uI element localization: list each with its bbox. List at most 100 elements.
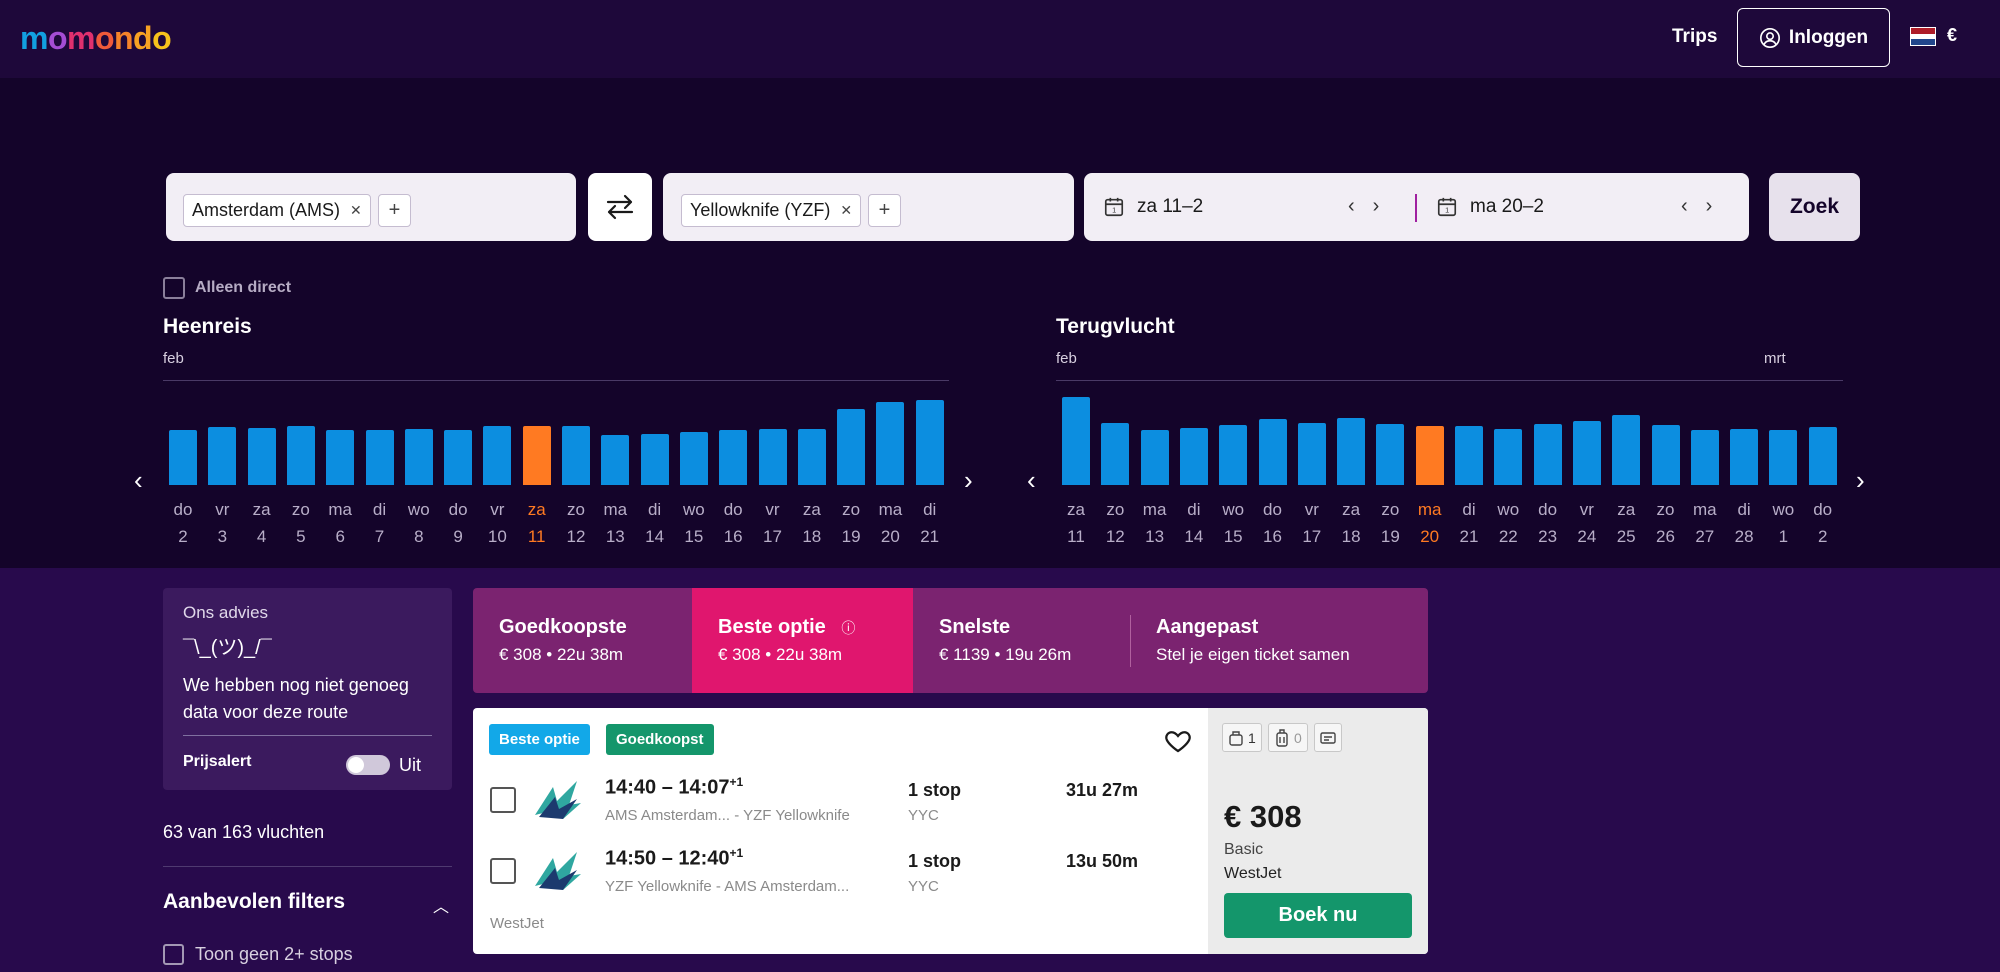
day-label[interactable]: di 21	[1449, 496, 1489, 550]
price-bar[interactable]	[1808, 427, 1837, 485]
info-icon[interactable]: ⓘ	[841, 620, 856, 636]
chevron-left-icon[interactable]: ‹	[1681, 195, 1688, 217]
outbound-next-chevron-icon[interactable]: ›	[964, 465, 973, 495]
price-bar[interactable]	[1062, 397, 1090, 485]
day-label[interactable]: wo 15	[1213, 496, 1253, 550]
price-bar[interactable]	[1258, 419, 1287, 485]
price-bar[interactable]	[404, 429, 433, 485]
price-bar[interactable]	[326, 430, 355, 485]
tab-best[interactable]: Beste optie ⓘ € 308 • 22u 38m	[692, 588, 913, 693]
flight-result-card[interactable]: Beste optie Goedkoopst 14:40 – 14:07+1 A…	[473, 708, 1428, 954]
price-bar[interactable]	[640, 434, 669, 485]
book-now-button[interactable]: Boek nu	[1224, 893, 1412, 938]
direct-only-checkbox[interactable]: Alleen direct	[163, 277, 291, 299]
day-label[interactable]: zo 12	[1095, 496, 1135, 550]
day-label[interactable]: vr 24	[1567, 496, 1607, 550]
currency-selector[interactable]: €	[1947, 25, 1958, 45]
day-label[interactable]: zo 5	[281, 496, 321, 550]
price-bar[interactable]	[1337, 418, 1366, 485]
day-label[interactable]: za 4	[242, 496, 282, 550]
select-leg-checkbox[interactable]	[490, 787, 516, 813]
day-label[interactable]: zo 19	[831, 496, 871, 550]
origin-field[interactable]: Amsterdam (AMS) ✕ +	[166, 173, 576, 241]
price-bar[interactable]	[758, 429, 787, 485]
day-label[interactable]: do 23	[1528, 496, 1568, 550]
destination-field[interactable]: Yellowknife (YZF) ✕ +	[663, 173, 1074, 241]
no-2plus-stops-filter[interactable]: Toon geen 2+ stops	[163, 944, 353, 965]
add-origin-button[interactable]: +	[378, 194, 411, 227]
price-alert-toggle[interactable]	[346, 755, 390, 775]
price-bar[interactable]	[1415, 426, 1444, 485]
day-label[interactable]: vr 10	[477, 496, 517, 550]
trips-link[interactable]: Trips	[1672, 26, 1718, 47]
price-bar[interactable]	[915, 400, 944, 485]
day-label[interactable]: di 14	[635, 496, 675, 550]
depart-date[interactable]: 1 za 11–2	[1103, 173, 1203, 241]
day-label[interactable]: zo 26	[1646, 496, 1686, 550]
tab-custom[interactable]: Aangepast Stel je eigen ticket samen	[1130, 588, 1428, 693]
day-label[interactable]: wo 15	[674, 496, 714, 550]
day-label[interactable]: vr 17	[1292, 496, 1332, 550]
day-label[interactable]: za 18	[792, 496, 832, 550]
day-label[interactable]: ma 20	[1410, 496, 1450, 550]
price-bar[interactable]	[719, 430, 748, 485]
day-label[interactable]: za 11	[1056, 496, 1096, 550]
day-label[interactable]: do 9	[438, 496, 478, 550]
return-date[interactable]: 1 ma 20–2	[1436, 173, 1544, 241]
day-label[interactable]: ma 13	[1135, 496, 1175, 550]
select-leg-checkbox[interactable]	[490, 858, 516, 884]
day-label[interactable]: vr 3	[202, 496, 242, 550]
price-bar[interactable]	[444, 430, 473, 485]
netherlands-flag-icon[interactable]	[1910, 27, 1936, 46]
fare-info[interactable]	[1314, 723, 1342, 752]
price-bar[interactable]	[1494, 429, 1523, 485]
price-bar[interactable]	[876, 402, 905, 485]
price-bar[interactable]	[1769, 430, 1798, 485]
return-prev-chevron-icon[interactable]: ‹	[1027, 465, 1036, 495]
day-label[interactable]: ma 27	[1685, 496, 1725, 550]
add-destination-button[interactable]: +	[868, 194, 901, 227]
search-button[interactable]: Zoek	[1769, 173, 1860, 241]
tab-cheapest[interactable]: Goedkoopste € 308 • 22u 38m	[473, 588, 692, 693]
day-label[interactable]: za 18	[1331, 496, 1371, 550]
price-bar[interactable]	[1612, 415, 1641, 485]
price-bar[interactable]	[1376, 424, 1405, 485]
day-label[interactable]: di 14	[1174, 496, 1214, 550]
price-bar[interactable]	[1651, 425, 1680, 485]
day-label[interactable]: wo 1	[1763, 496, 1803, 550]
day-label[interactable]: ma 13	[595, 496, 635, 550]
price-bar[interactable]	[1690, 430, 1719, 485]
price-bar[interactable]	[797, 429, 826, 485]
day-label[interactable]: zo 19	[1370, 496, 1410, 550]
price-bar[interactable]	[1140, 430, 1169, 485]
login-button[interactable]: Inloggen	[1737, 8, 1890, 67]
price-bar[interactable]	[247, 428, 276, 485]
swap-button[interactable]	[588, 173, 652, 241]
momondo-logo[interactable]: momondo	[20, 20, 172, 57]
carry-on-bag-info[interactable]: 1	[1222, 723, 1262, 752]
price-bar[interactable]	[1533, 424, 1562, 485]
day-label[interactable]: di 21	[910, 496, 950, 550]
day-label[interactable]: za 11	[517, 496, 557, 550]
price-bar[interactable]	[601, 435, 630, 485]
tab-fastest[interactable]: Snelste € 1139 • 19u 26m	[913, 588, 1130, 693]
day-label[interactable]: do 16	[713, 496, 753, 550]
day-label[interactable]: wo 22	[1488, 496, 1528, 550]
chevron-right-icon[interactable]: ›	[1372, 195, 1380, 217]
outbound-prev-chevron-icon[interactable]: ‹	[134, 465, 143, 495]
day-label[interactable]: do 2	[163, 496, 203, 550]
chevron-right-icon[interactable]: ›	[1705, 195, 1713, 217]
heart-icon[interactable]	[1163, 726, 1193, 756]
price-bar[interactable]	[365, 430, 394, 485]
checked-bag-info[interactable]: 0	[1268, 723, 1308, 752]
remove-origin-icon[interactable]: ✕	[350, 202, 362, 218]
remove-destination-icon[interactable]: ✕	[840, 202, 853, 218]
price-bar[interactable]	[1297, 423, 1326, 485]
price-bar[interactable]	[562, 426, 590, 485]
price-bar[interactable]	[679, 432, 708, 485]
price-bar[interactable]	[1101, 423, 1130, 485]
chevron-up-icon[interactable]: ︿	[433, 899, 450, 916]
price-bar[interactable]	[169, 430, 197, 485]
price-bar[interactable]	[522, 426, 551, 485]
price-bar[interactable]	[1572, 421, 1601, 485]
